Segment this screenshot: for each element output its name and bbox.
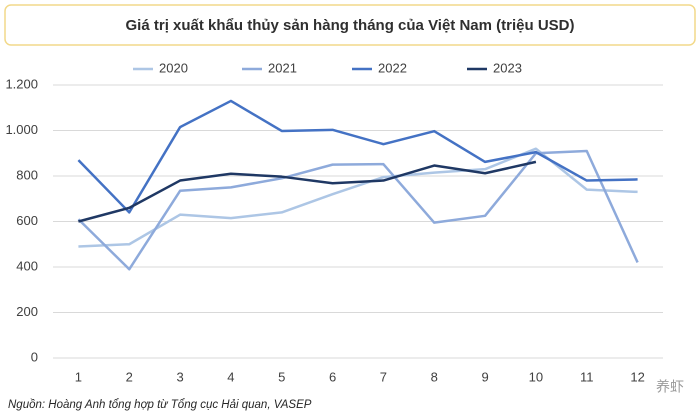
x-tick-label: 9 [481, 369, 488, 384]
x-tick-label: 6 [329, 369, 336, 384]
series-line [77, 149, 639, 271]
title-box [4, 4, 696, 46]
y-tick-label: 600 [16, 213, 38, 228]
x-tick-label: 3 [176, 369, 183, 384]
x-tick-label: 1 [75, 369, 82, 384]
y-tick-label: 800 [16, 167, 38, 182]
series-line [77, 99, 638, 214]
series-line [78, 160, 537, 223]
y-tick-label: 400 [16, 258, 38, 273]
y-tick-label: 1.000 [5, 122, 38, 137]
x-tick-label: 11 [580, 369, 594, 384]
legend-label: 2020 [159, 60, 188, 75]
y-tick-label: 1.200 [5, 76, 38, 91]
x-tick-label: 10 [529, 369, 543, 384]
legend-label: 2021 [268, 60, 297, 75]
legend-label: 2022 [378, 60, 407, 75]
x-tick-label: 5 [278, 369, 285, 384]
legend-label: 2023 [493, 60, 522, 75]
x-tick-label: 2 [126, 369, 133, 384]
y-tick-label: 200 [16, 304, 38, 319]
source-note: Nguồn: Hoàng Anh tổng hợp từ Tổng cục Hả… [8, 399, 312, 411]
watermark: 养虾 [656, 379, 684, 395]
x-tick-label: 12 [630, 369, 644, 384]
x-tick-label: 8 [431, 369, 438, 384]
chart-title: Giá trị xuất khẩu thủy sản hàng tháng củ… [126, 17, 575, 34]
y-tick-label: 0 [31, 349, 38, 364]
x-tick-label: 7 [380, 369, 387, 384]
x-tick-label: 4 [227, 369, 234, 384]
